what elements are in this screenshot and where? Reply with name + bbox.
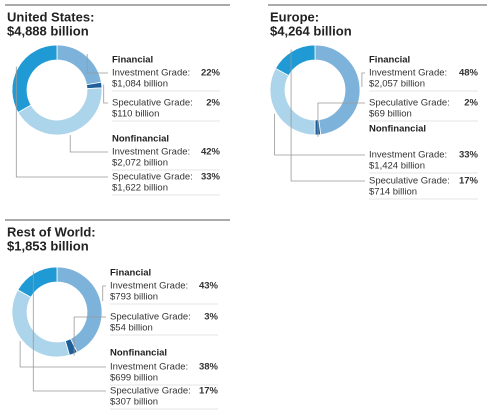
detail-label: $1,084 billion <box>112 79 168 90</box>
value-label: 48% <box>459 68 479 79</box>
category-label: Investment Grade: <box>369 68 447 79</box>
panel-title: United States: <box>7 9 94 24</box>
detail-label: $793 billion <box>110 292 158 303</box>
donut-segment <box>11 44 58 114</box>
detail-label: $69 billion <box>369 109 412 120</box>
donut-segment <box>17 87 103 136</box>
category-label: Speculative Grade: <box>369 176 450 187</box>
panel-subtitle: $4,888 billion <box>7 23 89 38</box>
value-label: 2% <box>206 98 220 109</box>
panel-subtitle: $1,853 billion <box>7 238 89 253</box>
detail-label: $714 billion <box>369 187 417 198</box>
detail-label: $1,424 billion <box>369 161 425 172</box>
connector <box>274 113 365 156</box>
category-label: Investment Grade: <box>110 362 188 373</box>
value-label: 3% <box>204 312 218 323</box>
value-label: 2% <box>464 98 478 109</box>
detail-label: $307 billion <box>110 397 158 408</box>
connector <box>361 72 365 88</box>
donut-segment <box>11 289 70 358</box>
connector <box>102 285 106 302</box>
category-label: Investment Grade: <box>110 281 188 292</box>
group-label: Nonfinancial <box>112 134 169 145</box>
connector <box>15 66 108 178</box>
donut-segment <box>17 266 58 298</box>
donut-segment <box>269 67 316 136</box>
category-label: Speculative Grade: <box>110 386 191 397</box>
detail-label: $54 billion <box>110 323 153 334</box>
connector <box>290 49 365 182</box>
value-label: 33% <box>459 150 479 161</box>
value-label: 17% <box>459 176 479 187</box>
group-label: Nonfinancial <box>110 348 167 359</box>
panel-title: Europe: <box>270 9 319 24</box>
panel-title: Rest of World: <box>7 224 96 239</box>
category-label: Speculative Grade: <box>112 172 193 183</box>
detail-label: $2,072 billion <box>112 158 168 169</box>
category-label: Investment Grade: <box>112 147 190 158</box>
category-label: Speculative Grade: <box>110 312 191 323</box>
group-label: Financial <box>112 55 153 66</box>
detail-label: $110 billion <box>112 109 159 120</box>
category-label: Speculative Grade: <box>369 98 450 109</box>
connector <box>69 135 108 153</box>
group-label: Nonfinancial <box>369 124 426 135</box>
value-label: 33% <box>201 172 221 183</box>
connector <box>19 341 106 368</box>
detail-label: $1,622 billion <box>112 183 168 194</box>
category-label: Speculative Grade: <box>112 98 193 109</box>
connector <box>103 84 108 104</box>
detail-label: $699 billion <box>110 373 158 384</box>
value-label: 42% <box>201 147 221 158</box>
donut-segment <box>314 44 361 136</box>
value-label: 22% <box>201 68 221 79</box>
group-label: Financial <box>369 55 410 66</box>
value-label: 17% <box>199 386 219 397</box>
category-label: Investment Grade: <box>369 150 447 161</box>
detail-label: $2,057 billion <box>369 79 425 90</box>
donut-segment <box>56 44 102 86</box>
connector <box>73 316 106 356</box>
connector <box>32 271 106 392</box>
panel-subtitle: $4,264 billion <box>270 23 352 38</box>
category-label: Investment Grade: <box>112 68 190 79</box>
group-label: Financial <box>110 268 151 279</box>
donut-segment <box>275 44 316 77</box>
value-label: 43% <box>199 281 219 292</box>
connector <box>86 53 108 74</box>
value-label: 38% <box>199 362 219 373</box>
connector <box>317 102 365 137</box>
donut-segment <box>56 266 103 353</box>
